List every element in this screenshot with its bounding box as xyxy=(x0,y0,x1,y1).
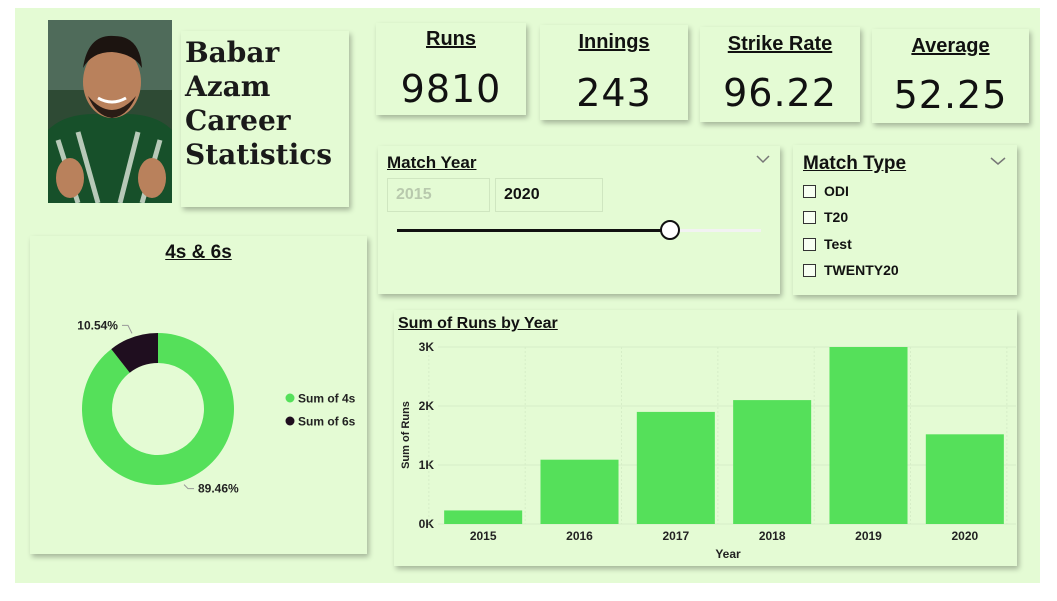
kpi-value: 96.22 xyxy=(723,71,837,115)
chart-title: 4s & 6s xyxy=(165,242,232,263)
x-tick-label: 2015 xyxy=(470,529,497,543)
donut-value-label: 10.54% xyxy=(77,318,118,332)
x-tick-label: 2016 xyxy=(566,529,593,543)
kpi-card-innings: Innings 243 xyxy=(540,25,688,120)
x-tick-label: 2017 xyxy=(662,529,689,543)
match-type-slicer: Match Type ODI T20 Test TWENTY20 xyxy=(793,145,1017,295)
chevron-down-icon[interactable] xyxy=(756,154,770,164)
legend-entry[interactable]: Sum of 6s xyxy=(298,415,356,429)
year-slider-track[interactable] xyxy=(397,220,761,240)
y-tick-label: 3K xyxy=(419,340,435,354)
y-tick-label: 0K xyxy=(419,517,435,531)
option-odi[interactable]: ODI xyxy=(803,183,849,199)
option-twenty20[interactable]: TWENTY20 xyxy=(803,262,899,278)
kpi-card-runs: Runs 9810 xyxy=(376,23,526,115)
year-slider-fill xyxy=(397,229,670,232)
donut-slice-sixes[interactable] xyxy=(111,333,158,373)
year-to-input[interactable]: 2020 xyxy=(495,178,603,212)
donut-slice-fours[interactable] xyxy=(82,333,235,485)
year-slider-handle[interactable] xyxy=(660,220,680,240)
bar-chart-card: Sum of Runs by Year 0K 1K 2K 3K 2015 2016 2017… xyxy=(394,310,1017,566)
checkbox[interactable] xyxy=(803,210,816,224)
dashboard-title: Babar Azam Career Statistics xyxy=(185,36,333,171)
y-axis-label: Sum of Runs xyxy=(400,401,412,469)
bar-2017[interactable] xyxy=(636,411,715,524)
x-tick-label: 2020 xyxy=(951,529,978,543)
bar-2019[interactable] xyxy=(829,347,908,524)
bar-2015[interactable] xyxy=(444,510,523,524)
match-year-slicer: Match Year 2015 2020 xyxy=(378,146,780,294)
checkbox[interactable] xyxy=(803,237,816,251)
bar-2016[interactable] xyxy=(540,459,619,524)
donut-value-label: 89.46% xyxy=(198,482,239,496)
kpi-value: 243 xyxy=(576,71,652,115)
legend-marker xyxy=(285,416,295,426)
kpi-value: 52.25 xyxy=(893,73,1008,117)
slicer-title: Match Year xyxy=(387,153,477,172)
kpi-card-average: Average 52.25 xyxy=(872,29,1029,123)
legend-entry[interactable]: Sum of 4s xyxy=(298,392,356,406)
bar-2020[interactable] xyxy=(925,434,1004,524)
year-from-input[interactable]: 2015 xyxy=(387,178,490,212)
leader-line xyxy=(121,324,133,334)
y-tick-label: 2K xyxy=(419,399,435,413)
donut-chart: 89.46% 10.54% Sum of 4s Sum of 6s xyxy=(77,318,356,496)
kpi-card-strike-rate: Strike Rate 96.22 xyxy=(700,27,860,122)
kpi-label: Runs xyxy=(426,28,476,50)
kpi-label: Average xyxy=(911,35,990,57)
slicer-title: Match Type xyxy=(803,153,907,174)
chevron-down-icon[interactable] xyxy=(990,156,1006,166)
donut-chart-card: 4s & 6s 89.46% 10.54% Sum of 4s Sum of 6s xyxy=(30,236,367,554)
checkbox[interactable] xyxy=(803,263,816,277)
title-card: Babar Azam Career Statistics xyxy=(181,31,349,207)
kpi-label: Strike Rate xyxy=(727,33,833,55)
chart-title: Sum of Runs by Year xyxy=(398,315,558,332)
kpi-label: Innings xyxy=(578,31,650,53)
x-axis-label: Year xyxy=(715,547,741,561)
bar-2018[interactable] xyxy=(733,400,812,524)
y-tick-label: 1K xyxy=(419,458,435,472)
x-tick-label: 2018 xyxy=(759,529,786,543)
player-photo xyxy=(48,20,172,203)
option-t20[interactable]: T20 xyxy=(803,209,848,225)
legend-marker xyxy=(285,393,295,403)
kpi-value: 9810 xyxy=(400,67,502,111)
leader-line xyxy=(183,484,195,490)
x-tick-label: 2019 xyxy=(855,529,882,543)
option-test[interactable]: Test xyxy=(803,236,852,252)
checkbox[interactable] xyxy=(803,184,816,198)
bar-chart: 0K 1K 2K 3K 2015 2016 2017 2018 2019 2020 Year Sum … xyxy=(400,340,1016,561)
